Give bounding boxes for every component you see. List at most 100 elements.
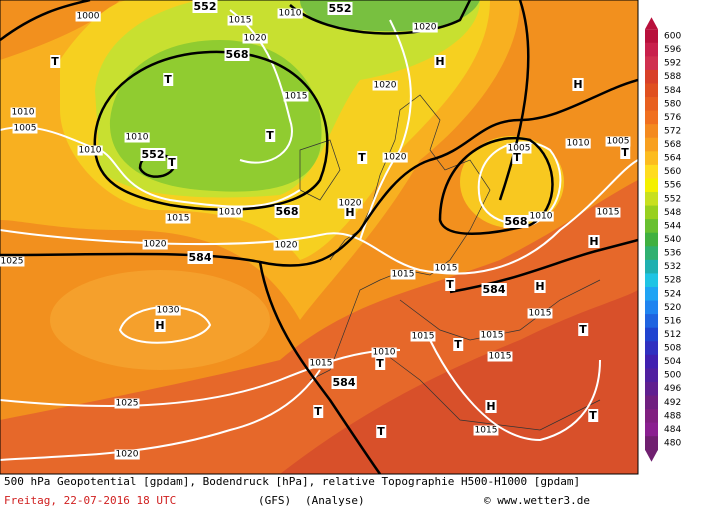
label-background — [382, 152, 408, 163]
label-background — [227, 15, 253, 26]
label-background — [512, 151, 523, 164]
label-background — [77, 145, 103, 156]
label-background — [163, 73, 174, 86]
pressure-center-label: 568 — [505, 215, 528, 228]
label-background — [595, 207, 621, 218]
label-background — [620, 146, 631, 159]
pressure-center-label: 568 — [276, 205, 299, 218]
colorbar-swatch — [645, 83, 658, 98]
label-background — [376, 425, 387, 438]
contour-label: 1010 — [219, 208, 242, 218]
pressure-center-label: T — [358, 151, 366, 164]
colorbar-label: 480 — [664, 439, 681, 449]
label-background — [142, 239, 168, 250]
pressure-center-label: T — [314, 405, 322, 418]
colorbar-label: 508 — [664, 344, 681, 354]
colorbar-swatch — [645, 219, 658, 234]
label-background — [487, 351, 513, 362]
pressure-center-label: H — [155, 319, 164, 332]
contour-label: 1010 — [279, 9, 302, 19]
colorbar: 600 596 592 588 584 580 576 572 568 564 560 556 552 5… — [645, 17, 681, 462]
colorbar-label: 500 — [664, 371, 681, 381]
colorbar-label: 556 — [664, 181, 681, 191]
label-background — [433, 263, 459, 274]
pressure-center-label: T — [168, 156, 176, 169]
contour-label: 1020 — [384, 153, 407, 163]
label-background — [337, 198, 363, 209]
colorbar-swatch — [645, 422, 658, 437]
label-background — [308, 358, 334, 369]
contour-label: 1015 — [529, 309, 552, 319]
colorbar-swatch — [645, 286, 658, 302]
label-background — [390, 269, 416, 280]
pressure-center-label: H — [435, 55, 444, 68]
label-background — [327, 2, 353, 15]
label-background — [192, 0, 218, 13]
colorbar-swatch — [645, 354, 658, 369]
label-background — [75, 11, 101, 22]
colorbar-swatch — [645, 56, 658, 71]
pressure-center-label: 552 — [194, 0, 217, 13]
label-background — [375, 357, 386, 370]
colorbar-label: 504 — [664, 357, 681, 367]
contour-label: 1015 — [285, 92, 308, 102]
colorbar-swatch — [645, 205, 658, 220]
colorbar-swatch — [645, 300, 658, 315]
label-background — [50, 55, 61, 68]
contour-label: 1000 — [77, 12, 100, 22]
colorbar-swatch — [645, 192, 658, 207]
label-background — [274, 205, 300, 218]
contour-label: 1010 — [79, 146, 102, 156]
colorbar-swatch — [645, 327, 658, 342]
colorbar-bottom-arrow — [645, 449, 658, 462]
colorbar-label: 540 — [664, 235, 681, 245]
pressure-center-label: T — [377, 425, 385, 438]
label-background — [565, 138, 591, 149]
caption-model: (GFS) — [258, 494, 291, 507]
label-background — [578, 323, 589, 336]
pressure-center-label: T — [446, 278, 454, 291]
label-background — [485, 400, 497, 413]
map-labels: 552 552 1015 1010 1000 1020 1020 T T 568 H 1015 1020… — [0, 0, 631, 460]
colorbar-label: 532 — [664, 262, 681, 272]
caption-site: © www.wetter3.de — [484, 494, 590, 507]
contour-label: 1015 — [481, 331, 504, 341]
label-background — [277, 8, 303, 19]
contour-label: 1010 — [12, 108, 35, 118]
contour-label: 1005 — [607, 137, 630, 147]
label-background — [528, 211, 554, 222]
colorbar-swatch — [645, 69, 658, 84]
label-background — [534, 280, 546, 293]
colorbar-swatch — [645, 42, 658, 57]
colorbar-swatch — [645, 137, 658, 152]
label-background — [187, 251, 213, 264]
label-background — [124, 132, 150, 143]
label-background — [140, 148, 166, 161]
contour-label: 1020 — [244, 34, 267, 44]
colorbar-label: 564 — [664, 154, 681, 164]
colorbar-label: 520 — [664, 303, 681, 313]
colorbar-label: 524 — [664, 289, 681, 299]
label-background — [114, 398, 140, 409]
label-background — [154, 319, 166, 332]
label-background — [372, 80, 398, 91]
colorbar-swatch — [645, 232, 658, 247]
contour-label: 1015 — [310, 359, 333, 369]
colorbar-swatch — [645, 273, 658, 288]
contour-label: 1015 — [167, 214, 190, 224]
pressure-center-label: T — [454, 338, 462, 351]
label-background — [331, 376, 357, 389]
colorbar-label: 568 — [664, 140, 681, 150]
pressure-center-label: H — [345, 206, 354, 219]
colorbar-swatch — [645, 409, 658, 424]
contour-label: 1010 — [126, 133, 149, 143]
contour-label: 1015 — [435, 264, 458, 274]
label-background — [410, 331, 436, 342]
colorbar-swatch — [645, 246, 658, 261]
pressure-center-label: 584 — [483, 283, 506, 296]
label-background — [165, 213, 191, 224]
contour-label: 1020 — [374, 81, 397, 91]
colorbar-label: 512 — [664, 330, 681, 340]
caption-run: (Analyse) — [305, 494, 365, 507]
colorbar-swatch — [645, 110, 658, 125]
